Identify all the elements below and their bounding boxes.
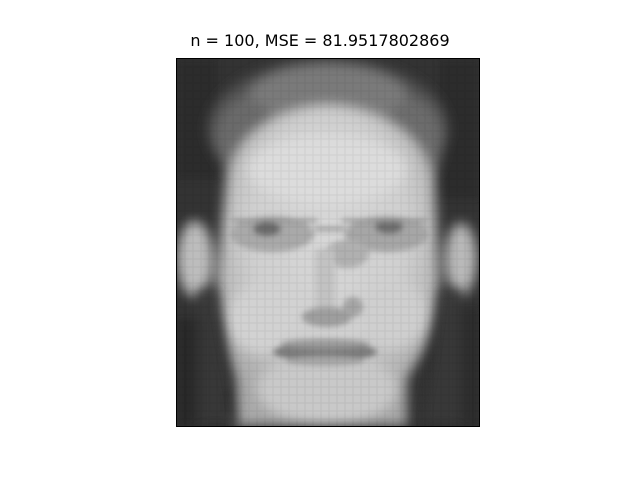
eyes-and-glasses — [230, 216, 429, 268]
pixel-grid — [177, 59, 479, 426]
image-axes — [176, 58, 480, 427]
plot-title: n = 100, MSE = 81.9517802869 — [190, 31, 450, 50]
mouth — [273, 339, 377, 366]
jaw-shadow — [197, 289, 462, 426]
face-image — [177, 59, 479, 426]
nose — [302, 249, 363, 327]
